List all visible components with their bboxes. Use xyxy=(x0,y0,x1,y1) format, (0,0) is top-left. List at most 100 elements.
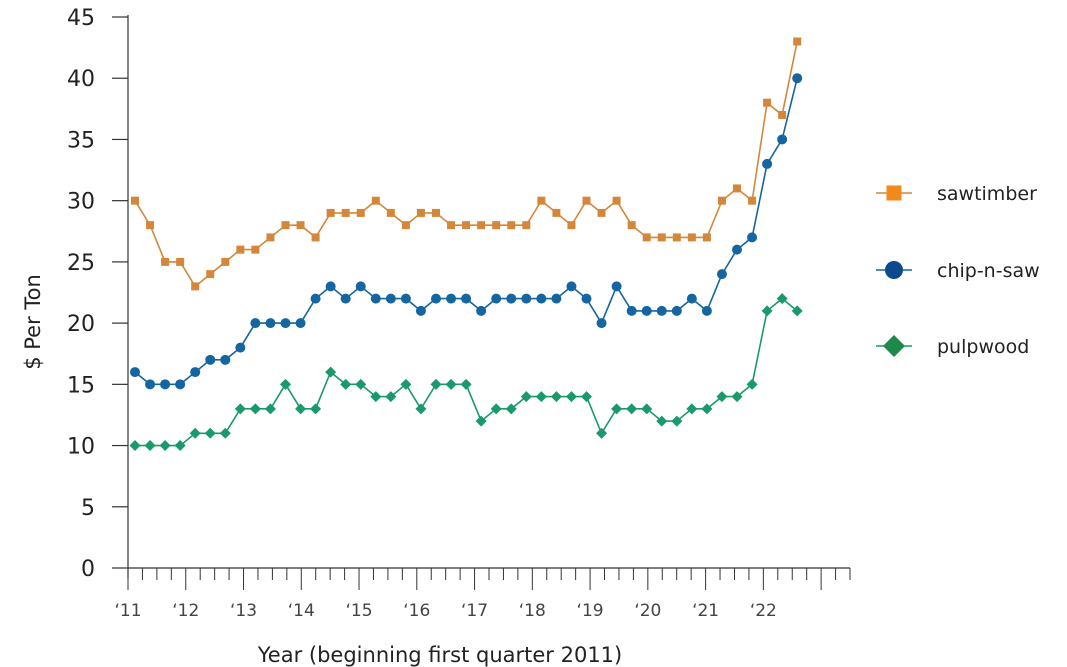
data-point xyxy=(581,391,592,403)
data-point xyxy=(311,233,320,242)
data-point xyxy=(234,403,246,415)
series-line xyxy=(134,78,798,386)
data-point xyxy=(370,293,381,304)
data-point xyxy=(671,415,683,427)
data-point xyxy=(717,196,726,205)
data-point xyxy=(596,427,608,439)
data-point xyxy=(415,305,426,316)
data-point xyxy=(385,293,396,304)
series-chip-n-saw xyxy=(130,73,803,390)
data-point xyxy=(476,305,487,316)
data-point xyxy=(340,293,351,304)
y-tick-label: 10 xyxy=(67,435,95,460)
data-point xyxy=(536,293,547,304)
data-point xyxy=(160,379,171,390)
data-point xyxy=(611,403,623,415)
data-point xyxy=(701,305,712,316)
x-tick-label: ‘17 xyxy=(461,601,488,621)
data-point xyxy=(748,196,757,205)
data-point xyxy=(159,440,171,452)
data-point xyxy=(355,378,367,390)
data-point xyxy=(236,245,245,254)
data-point xyxy=(264,403,276,415)
data-point xyxy=(597,208,606,217)
data-point xyxy=(550,391,562,403)
data-point xyxy=(733,184,741,193)
data-point xyxy=(656,305,667,316)
data-point xyxy=(431,293,441,304)
data-point xyxy=(776,293,788,305)
x-tick-label: ‘18 xyxy=(519,601,546,621)
y-tick-label: 0 xyxy=(81,557,95,582)
data-point xyxy=(145,379,156,390)
legend-marker xyxy=(885,261,903,279)
data-point xyxy=(581,293,592,304)
data-point xyxy=(761,305,773,317)
data-point xyxy=(460,378,472,390)
axes: 0 5 10 15 20 25 30 35 40 45 ‘11 ‘12 ‘13 ‘14 ‘15 ‘16 ‘17 ‘… xyxy=(67,6,851,621)
x-tick-label: ‘15 xyxy=(346,601,373,621)
x-tick-label: ‘14 xyxy=(288,601,315,621)
data-point xyxy=(793,37,802,46)
data-point xyxy=(641,403,653,415)
data-point xyxy=(235,342,246,353)
data-point xyxy=(220,354,231,365)
data-point xyxy=(249,403,261,415)
data-point xyxy=(716,269,727,280)
y-tick-label: 45 xyxy=(67,6,95,31)
data-point xyxy=(401,221,410,230)
data-point xyxy=(266,233,275,242)
data-point xyxy=(566,281,577,292)
data-point xyxy=(657,233,666,242)
series-pulpwood xyxy=(129,293,803,452)
data-point xyxy=(626,403,638,415)
y-tick-label: 20 xyxy=(67,312,95,337)
y-tick-label: 15 xyxy=(67,373,95,398)
data-point xyxy=(176,257,185,266)
data-point xyxy=(686,293,697,304)
data-point xyxy=(219,427,231,439)
data-point xyxy=(189,427,201,439)
x-tick-label: ‘21 xyxy=(692,601,719,621)
data-point xyxy=(191,282,200,291)
data-point xyxy=(762,158,773,169)
data-point xyxy=(567,221,576,230)
data-point xyxy=(175,379,186,390)
data-point xyxy=(582,196,591,205)
y-tick-label: 40 xyxy=(67,67,95,92)
data-point xyxy=(205,354,216,365)
legend-marker xyxy=(883,335,905,357)
data-point xyxy=(746,378,758,390)
data-point xyxy=(791,305,803,317)
series-line xyxy=(135,297,798,447)
data-point xyxy=(461,293,472,304)
x-tick-label: ‘11 xyxy=(114,601,141,621)
data-point xyxy=(295,403,307,415)
data-point xyxy=(777,134,788,145)
x-tick-label: ‘12 xyxy=(172,601,199,621)
data-point xyxy=(190,367,201,378)
series-line xyxy=(134,41,798,288)
data-point xyxy=(490,403,502,415)
y-axis-title: $ Per Ton xyxy=(21,274,45,370)
data-point xyxy=(521,293,532,304)
data-point xyxy=(778,110,787,119)
data-point xyxy=(416,208,425,217)
data-point xyxy=(686,403,698,415)
legend-item-pulpwood: pulpwood xyxy=(876,335,1029,358)
data-point xyxy=(537,196,546,205)
data-point xyxy=(325,366,337,378)
data-point xyxy=(477,221,486,230)
data-point xyxy=(627,221,636,230)
data-point xyxy=(522,221,531,230)
data-point xyxy=(626,305,637,316)
data-point xyxy=(325,281,336,292)
data-point xyxy=(250,318,261,329)
data-point xyxy=(535,391,547,403)
data-point xyxy=(702,233,711,242)
legend-item-chip-n-saw: chip-n-saw xyxy=(876,260,1040,282)
x-tick-label: ‘20 xyxy=(634,601,661,621)
y-tick-label: 5 xyxy=(81,496,95,521)
data-point xyxy=(296,221,305,230)
